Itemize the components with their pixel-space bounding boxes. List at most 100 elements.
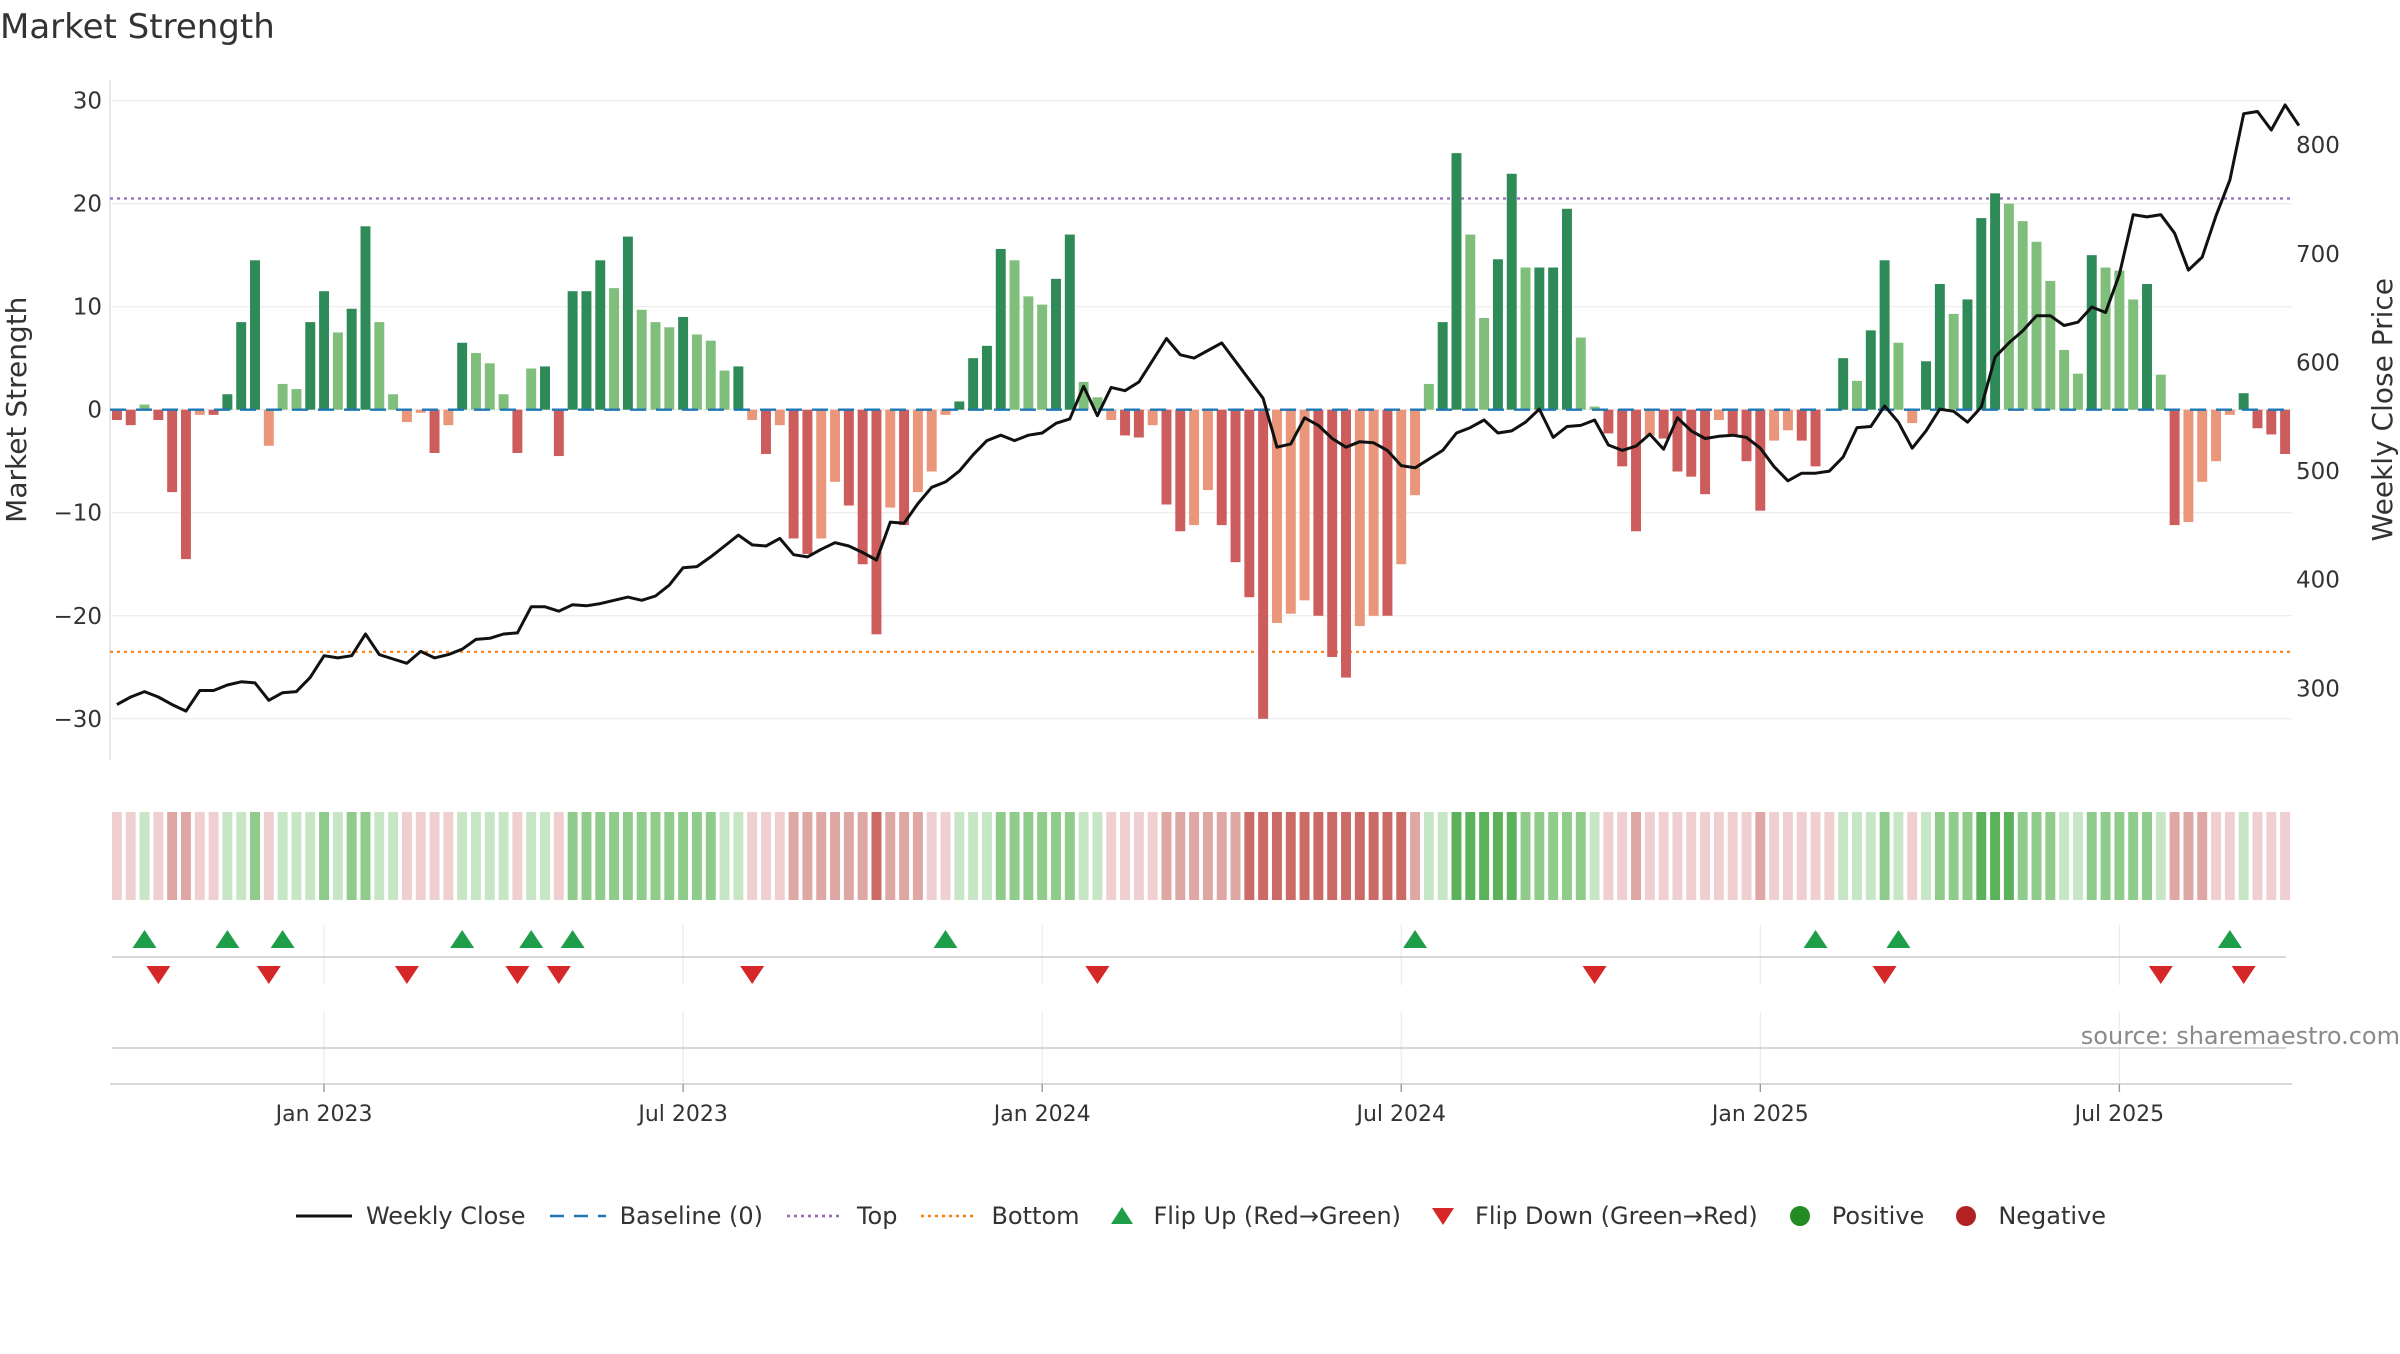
regime-cell — [1051, 812, 1061, 900]
regime-cell — [1782, 812, 1793, 900]
strength-bar — [622, 236, 633, 410]
regime-cell — [346, 812, 357, 900]
legend-label: Baseline (0) — [619, 1202, 763, 1230]
regime-cell — [1023, 812, 1034, 900]
regime-cell — [581, 812, 592, 900]
strength-bar — [180, 409, 191, 560]
strength-bar — [167, 409, 178, 493]
strength-bar — [1120, 409, 1131, 436]
strength-bar — [429, 409, 440, 453]
regime-cell — [1092, 812, 1103, 900]
regime-cell — [1727, 812, 1738, 900]
regime-cell — [2059, 812, 2070, 900]
regime-cell — [1009, 812, 1020, 900]
regime-cell — [1962, 812, 1973, 900]
regime-cell — [167, 812, 178, 900]
strength-bar — [761, 409, 771, 454]
strength-bar — [1962, 299, 1973, 410]
legend-flip-down: Flip Down (Green→Red) — [1423, 1202, 1758, 1230]
strength-bar — [153, 409, 164, 420]
strength-bar — [1258, 409, 1269, 719]
strength-bar — [360, 226, 371, 410]
y-tick-label: −30 — [53, 707, 102, 733]
strength-bar — [1506, 173, 1517, 410]
strength-bar — [2266, 409, 2277, 435]
strength-bar — [2155, 374, 2166, 410]
strength-bar — [1755, 409, 1766, 511]
strength-bar — [1064, 234, 1075, 410]
regime-cell — [2045, 812, 2056, 900]
strength-bar — [498, 394, 509, 410]
y-tick-label: −10 — [53, 501, 102, 527]
strength-bar — [719, 370, 730, 410]
regime-cell — [871, 812, 882, 900]
strength-bar — [332, 332, 343, 410]
regime-cell — [1907, 812, 1918, 900]
regime-cell — [567, 812, 578, 900]
strength-bar — [1921, 361, 1932, 410]
regime-cell — [1603, 812, 1614, 900]
regime-cell — [2224, 812, 2235, 900]
regime-cell — [401, 812, 412, 900]
regime-cell — [2100, 812, 2111, 900]
strength-bar — [236, 322, 247, 410]
regime-cell — [125, 812, 136, 900]
regime-cell — [2266, 812, 2277, 900]
regime-cell — [139, 812, 150, 900]
strength-bar — [125, 409, 136, 426]
strength-bar — [540, 366, 550, 410]
regime-cell — [1852, 812, 1862, 900]
strength-bar — [2003, 203, 2014, 410]
strength-bar — [1299, 409, 1310, 601]
regime-cell — [2031, 812, 2042, 900]
y2-tick-label: 400 — [2296, 568, 2340, 594]
strength-bar — [691, 334, 702, 410]
regime-cell — [1934, 812, 1945, 900]
strength-bar — [1244, 409, 1255, 598]
regime-cell — [1713, 812, 1724, 900]
x-tick-label: Jul 2025 — [2073, 1102, 2165, 1127]
regime-cell — [1672, 812, 1683, 900]
strength-bar — [747, 409, 758, 420]
regime-cell — [1465, 812, 1476, 900]
strength-bar — [1492, 259, 1503, 410]
regime-cell — [1064, 812, 1075, 900]
strength-bar — [899, 409, 910, 526]
regime-cell — [1534, 812, 1545, 900]
strength-bar — [291, 389, 302, 410]
strength-bar — [885, 409, 896, 508]
strength-bar — [926, 409, 937, 472]
strength-bar — [774, 409, 785, 426]
strength-bar — [1313, 409, 1324, 616]
flip-down-marker — [1872, 966, 1897, 984]
regime-cell — [912, 812, 923, 900]
chart-title: Market Strength — [0, 7, 275, 47]
strength-bar — [1934, 284, 1945, 410]
y2-tick-label: 700 — [2296, 242, 2340, 268]
regime-cell — [1244, 812, 1255, 900]
flip-down-marker — [740, 966, 765, 984]
strength-bar — [1548, 267, 1559, 410]
regime-cell — [705, 812, 716, 900]
regime-cell — [678, 812, 689, 900]
flip-up-marker — [1403, 930, 1428, 948]
strength-bar — [2114, 270, 2125, 410]
regime-cell — [2252, 812, 2263, 900]
regime-cell — [1354, 812, 1365, 900]
legend-flip-up: Flip Up (Red→Green) — [1102, 1202, 1401, 1230]
strength-bar — [843, 409, 854, 506]
strength-bar — [277, 383, 288, 410]
legend-label: Flip Down (Green→Red) — [1475, 1202, 1758, 1230]
regime-cell — [761, 812, 771, 900]
regime-cell — [1313, 812, 1324, 900]
regime-cell — [1479, 812, 1490, 900]
strength-bar — [1023, 296, 1034, 410]
strength-bar — [1327, 409, 1338, 657]
regime-cell — [180, 812, 191, 900]
strength-bar — [305, 322, 316, 410]
regime-cell — [1147, 812, 1158, 900]
regime-cell — [194, 812, 205, 900]
strength-bar — [1700, 409, 1711, 495]
regime-cell — [816, 812, 827, 900]
regime-cell — [2086, 812, 2097, 900]
